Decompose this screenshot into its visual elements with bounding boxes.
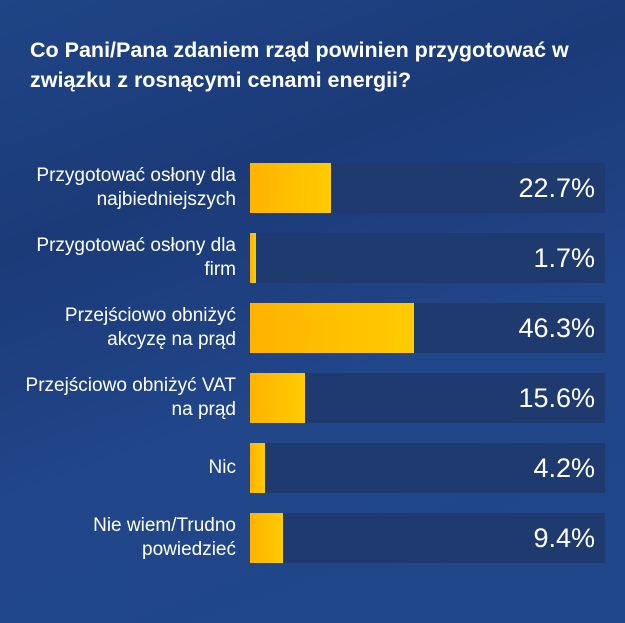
bar-track: 9.4% bbox=[250, 513, 605, 563]
bar-fill bbox=[250, 233, 257, 283]
bar-track: 1.7% bbox=[250, 233, 605, 283]
bar-label: Przygotować osłony dla najbiedniejszych bbox=[36, 165, 236, 210]
bar-row: Przejściowo obniżyć akcyzę na prąd 46.3% bbox=[0, 303, 625, 353]
bar-label: Nic bbox=[208, 457, 236, 478]
bar-fill bbox=[250, 303, 415, 353]
bar-fill bbox=[250, 443, 265, 493]
bar-value: 46.3% bbox=[518, 313, 595, 343]
bar-track: 15.6% bbox=[250, 373, 605, 423]
bar-fill bbox=[250, 163, 331, 213]
bar-value: 1.7% bbox=[533, 243, 595, 273]
bar-track: 22.7% bbox=[250, 163, 605, 213]
bar-label: Przejściowo obniżyć VAT na prąd bbox=[25, 375, 236, 420]
bar-label: Nie wiem/Trudno powiedzieć bbox=[93, 515, 236, 560]
bar-value: 22.7% bbox=[518, 173, 595, 203]
bar-fill bbox=[250, 373, 306, 423]
bar-value: 15.6% bbox=[518, 383, 595, 413]
bar-label: Przejściowo obniżyć akcyzę na prąd bbox=[64, 305, 236, 350]
bar-row: Nie wiem/Trudno powiedzieć 9.4% bbox=[0, 513, 625, 563]
bar-row: Przygotować osłony dla najbiedniejszych … bbox=[0, 163, 625, 213]
bar-label: Przygotować osłony dla firm bbox=[36, 235, 236, 280]
bar-track: 4.2% bbox=[250, 443, 605, 493]
bar-track: 46.3% bbox=[250, 303, 605, 353]
bar-row: Nic 4.2% bbox=[0, 443, 625, 493]
bar-value: 9.4% bbox=[533, 523, 595, 553]
bar-row: Przygotować osłony dla firm 1.7% bbox=[0, 233, 625, 283]
bar-value: 4.2% bbox=[533, 453, 595, 483]
chart-title: Co Pani/Pana zdaniem rząd powinien przyg… bbox=[30, 38, 569, 92]
bar-row: Przejściowo obniżyć VAT na prąd 15.6% bbox=[0, 373, 625, 423]
bar-fill bbox=[250, 513, 284, 563]
